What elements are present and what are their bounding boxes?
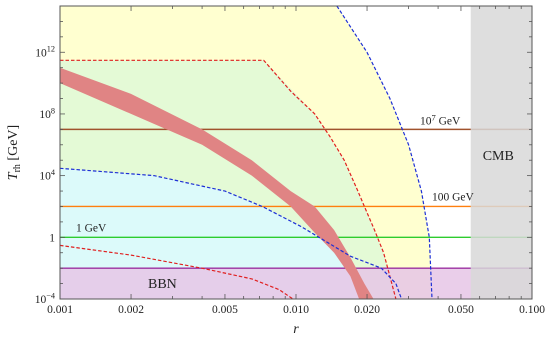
dashed-curve-red-top [60,59,397,299]
y-tick-label: 108 [39,106,55,121]
dashed-curve-blue-middle [60,167,403,299]
y-tick-label: 10−4 [35,291,55,306]
dashed-curve-blue-outer [336,6,433,299]
x-tick-label: 0.050 [448,304,474,316]
line-label-2: 1 GeV [76,222,107,234]
dashed-curve-red-bottom [60,244,294,299]
x-tick-label: 0.020 [354,304,380,316]
y-tick-label: 1012 [35,45,55,60]
x-tick-label: 0.005 [212,304,238,316]
line-label-1: 100 GeV [432,191,475,203]
y-tick-label: 104 [39,168,55,183]
x-tick-label: 0.010 [283,304,309,316]
plot-area [60,6,532,299]
x-tick-label: 0.002 [118,304,144,316]
bbn-region [60,268,532,299]
line-label-0: 107 GeV [420,112,461,127]
y-tick-label: 1 [49,232,55,244]
chart-overlay: CMB BBN 107 GeV 100 GeV 1 GeV 0.001 0.002 0.005… [6,5,545,337]
y-axis-label: Trh [GeV] [6,125,23,180]
shaded-region-cyan [60,168,362,299]
cmb-region [470,6,532,299]
x-tick-label: 0.001 [47,304,73,316]
x-axis-label: r [293,322,299,337]
cmb-label: CMB [483,149,514,164]
bbn-label: BBN [148,277,177,292]
x-tick-label: 0.100 [519,304,545,316]
red-band [60,67,374,299]
